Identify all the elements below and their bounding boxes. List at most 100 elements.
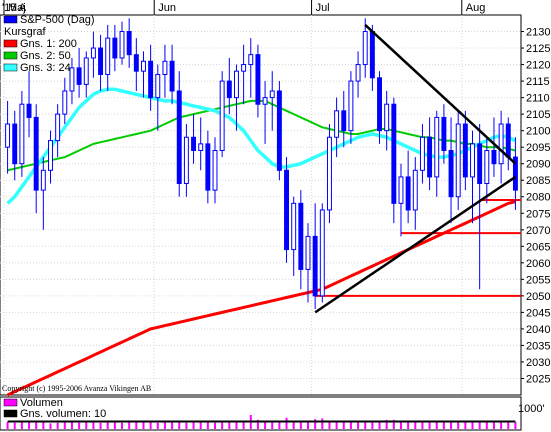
trendline-support bbox=[314, 175, 517, 314]
y-tick-label-2035: 2035 bbox=[526, 340, 550, 352]
trendlines bbox=[314, 23, 517, 314]
volume-bar-56 bbox=[407, 422, 410, 429]
trendline-resistance bbox=[364, 23, 517, 165]
copyright-text: Copyright (c) 1995-2006 Avanza Vikingen … bbox=[2, 384, 151, 393]
volume-bar-5 bbox=[42, 422, 45, 429]
candle-body-54 bbox=[391, 103, 397, 204]
y-tick-label-2045: 2045 bbox=[526, 307, 550, 319]
y-tick-label-2050: 2050 bbox=[526, 291, 550, 303]
volume-bar-1 bbox=[13, 422, 16, 429]
candle-body-15 bbox=[112, 37, 118, 59]
candle-body-49 bbox=[355, 64, 361, 82]
candle-body-56 bbox=[405, 176, 411, 211]
candle-body-42 bbox=[305, 235, 311, 270]
volume-legend-swatch-0 bbox=[3, 398, 18, 407]
candle-body-48 bbox=[348, 80, 354, 132]
volume-bar-47 bbox=[342, 421, 345, 429]
y-tick-label-2125: 2125 bbox=[526, 43, 550, 55]
volume-bar-27 bbox=[199, 422, 202, 429]
candle-body-24 bbox=[176, 90, 182, 185]
candle-body-17 bbox=[126, 31, 132, 56]
legend-label-3: Gns. 2: 50 bbox=[20, 50, 71, 62]
volume-bar-33 bbox=[242, 422, 245, 429]
volume-bar-63 bbox=[457, 422, 460, 429]
y-tick-label-2030: 2030 bbox=[526, 357, 550, 369]
volume-legend-swatch-1 bbox=[3, 409, 18, 418]
month-label-Jul: Jul bbox=[316, 2, 330, 14]
ma200-line bbox=[6, 200, 516, 397]
volume-bar-57 bbox=[414, 422, 417, 429]
legend-swatch-3 bbox=[3, 51, 18, 60]
candle-body-66 bbox=[477, 143, 483, 185]
candle-body-62 bbox=[448, 149, 454, 198]
volume-bar-58 bbox=[421, 422, 424, 429]
y-tick-label-2025: 2025 bbox=[526, 373, 550, 385]
candle-body-5 bbox=[40, 169, 46, 191]
volume-bar-4 bbox=[35, 420, 38, 429]
month-label-Aug: Aug bbox=[466, 2, 486, 14]
volume-bar-68 bbox=[492, 422, 495, 429]
candle-body-46 bbox=[334, 110, 340, 138]
candle-body-71 bbox=[512, 156, 518, 191]
candle-body-39 bbox=[284, 169, 290, 251]
y-tick-label-2055: 2055 bbox=[526, 274, 550, 286]
candle-body-68 bbox=[491, 149, 497, 165]
volume-bar-64 bbox=[464, 422, 467, 429]
volume-bar-51 bbox=[371, 422, 374, 429]
candle-body-70 bbox=[505, 123, 511, 158]
volume-bar-7 bbox=[56, 422, 59, 429]
volume-bar-67 bbox=[485, 422, 488, 429]
candle-body-30 bbox=[219, 80, 225, 151]
volume-bar-31 bbox=[228, 421, 231, 429]
volume-bar-42 bbox=[306, 420, 309, 429]
volume-bar-15 bbox=[113, 421, 116, 429]
volume-bar-22 bbox=[163, 422, 166, 429]
volume-bar-46 bbox=[335, 420, 338, 429]
candle-body-64 bbox=[462, 123, 468, 178]
volume-bar-6 bbox=[49, 423, 52, 429]
y-tick-label-2080: 2080 bbox=[526, 192, 550, 204]
y-tick-label-2105: 2105 bbox=[526, 109, 550, 121]
candle-body-65 bbox=[470, 143, 475, 178]
volume-bar-24 bbox=[178, 421, 181, 429]
volume-bar-59 bbox=[428, 421, 431, 429]
y-tick-label-2095: 2095 bbox=[526, 142, 550, 154]
candle-body-43 bbox=[312, 235, 318, 297]
candle-body-34 bbox=[248, 54, 254, 66]
candle-body-41 bbox=[298, 202, 304, 270]
y-tick-label-2070: 2070 bbox=[526, 225, 550, 237]
candle-body-37 bbox=[269, 90, 275, 99]
candle-body-47 bbox=[341, 110, 347, 132]
volume-bar-66 bbox=[478, 422, 481, 429]
month-labels: Maj Jun Jul Aug bbox=[3, 0, 486, 15]
legend-label-1: Kursgraf bbox=[4, 26, 47, 38]
volume-bar-60 bbox=[435, 422, 438, 429]
candle-body-20 bbox=[148, 60, 154, 99]
candle-body-44 bbox=[319, 209, 325, 297]
volume-bar-41 bbox=[299, 422, 302, 429]
volume-bar-69 bbox=[500, 422, 503, 429]
volume-bar-53 bbox=[385, 419, 388, 429]
candle-body-59 bbox=[427, 136, 433, 178]
candle-body-21 bbox=[155, 73, 161, 99]
volume-bars bbox=[6, 415, 517, 429]
y-tick-label-2065: 2065 bbox=[526, 241, 550, 253]
volume-bar-36 bbox=[264, 422, 267, 429]
candle-body-9 bbox=[69, 67, 75, 92]
y-axis: 2025 2030 2035 2040 2045 2050 2055 2060 2065 2070… bbox=[521, 27, 550, 385]
candle-body-61 bbox=[441, 116, 447, 151]
candle-body-25 bbox=[183, 136, 189, 185]
volume-bar-25 bbox=[185, 422, 188, 429]
volume-bar-71 bbox=[514, 422, 517, 429]
volume-bar-43 bbox=[314, 419, 317, 429]
legend-swatch-0 bbox=[3, 15, 18, 24]
volume-tick-label: 1000' bbox=[518, 403, 545, 415]
legend-label-2: Gns. 1: 200 bbox=[20, 38, 77, 50]
candle-body-18 bbox=[133, 54, 139, 72]
y-tick-label-2110: 2110 bbox=[526, 93, 550, 105]
candle-body-40 bbox=[291, 202, 297, 251]
volume-bar-65 bbox=[471, 422, 474, 429]
year-label: '15 A bbox=[2, 2, 27, 14]
volume-bar-19 bbox=[142, 421, 145, 429]
volume-bar-28 bbox=[206, 422, 209, 429]
